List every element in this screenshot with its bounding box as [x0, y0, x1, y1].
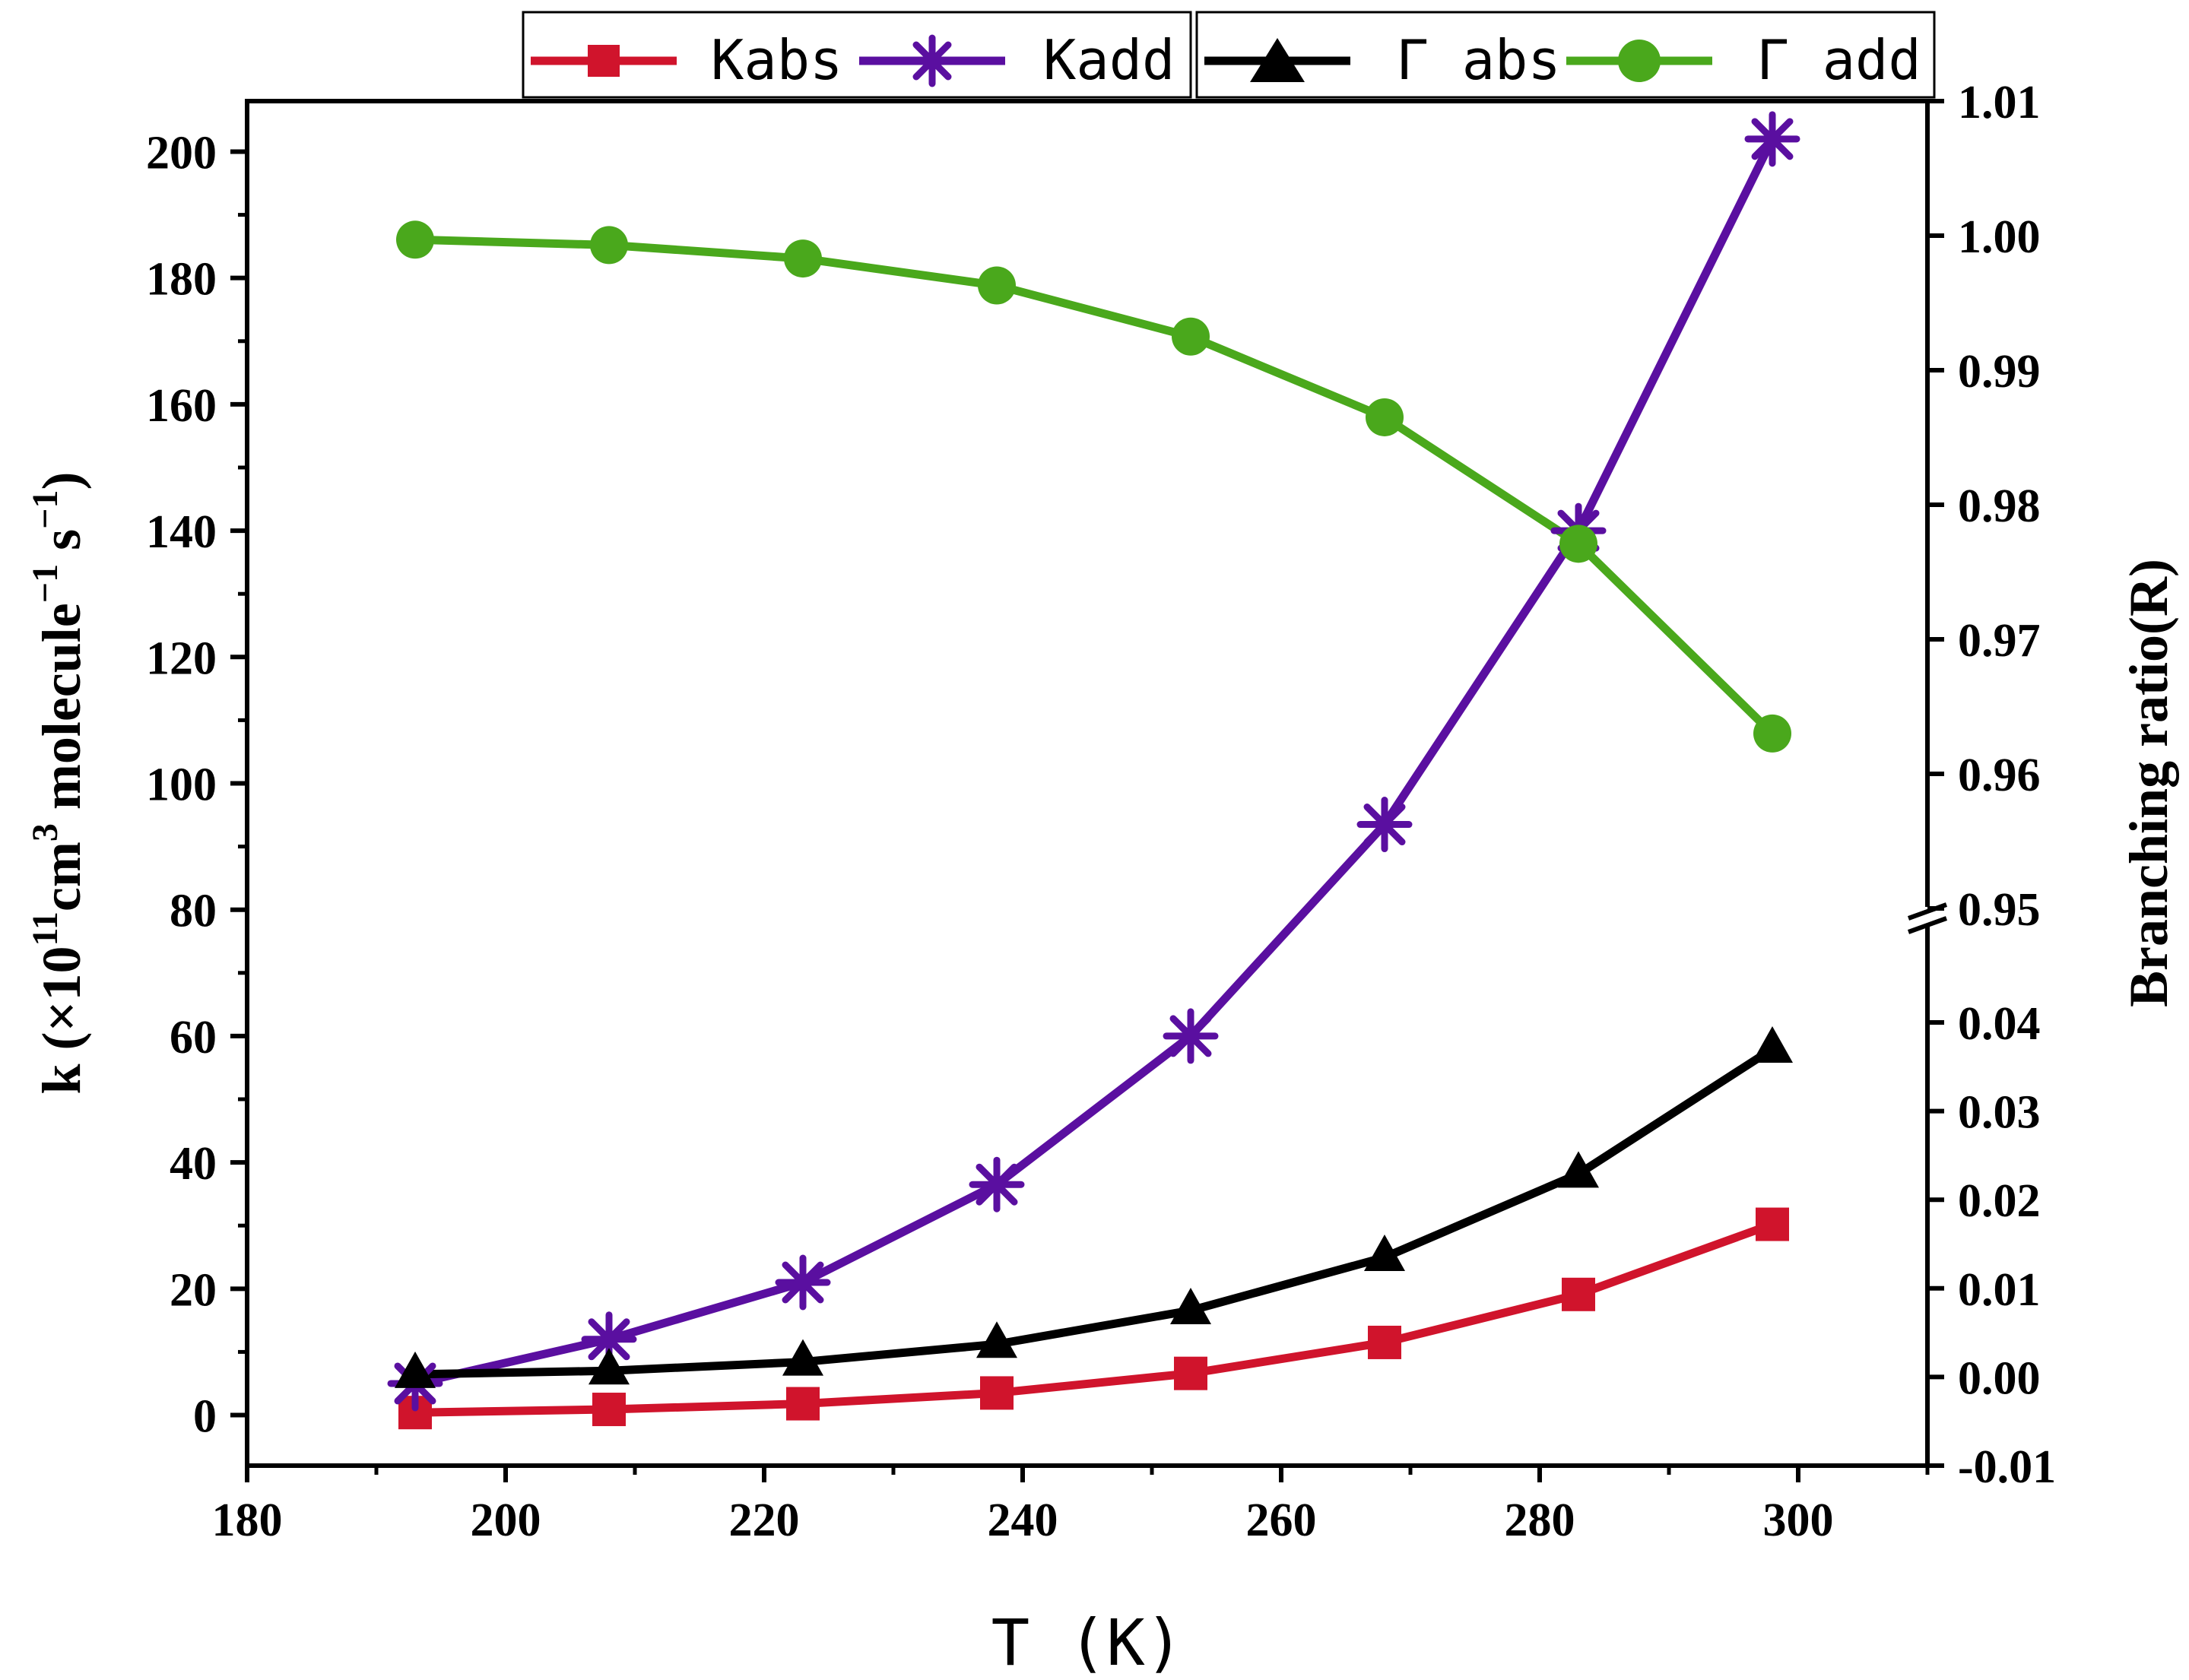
series-line-kabs: [414, 1220, 1774, 1417]
data-point-γadd-298: [1753, 714, 1791, 753]
x-tick-label: 260: [1246, 1495, 1317, 1546]
data-point-γadd-208: [590, 226, 628, 265]
y-left-tick-label: 100: [146, 759, 217, 811]
x-tick-label: 220: [729, 1495, 800, 1546]
data-point-kabs-238: [980, 1376, 1014, 1410]
data-point-γadd-223: [784, 239, 822, 278]
y-right-tick-label: 0.03: [1958, 1087, 2041, 1139]
y-right-tick-label: 0.01: [1958, 1264, 2041, 1316]
y-left-tick-label: 140: [146, 506, 217, 558]
y-right-tick-label: 0.95: [1958, 884, 2041, 936]
data-point-γabs-223: [782, 1339, 823, 1376]
legend-kabs-marker: [588, 45, 620, 77]
legend-kadd-marker: [906, 34, 959, 87]
data-point-γabs-298: [1752, 1025, 1793, 1063]
data-point-kadd-253: [1163, 1008, 1219, 1064]
y-left-tick-label: 160: [146, 380, 217, 432]
y-right-tick-label: -0.01: [1958, 1441, 2056, 1493]
y-right-tick-label: 0.02: [1958, 1175, 2041, 1227]
legend-gabs-label: Γ abs: [1396, 28, 1561, 92]
y-right-axis-ticks: 0.95 0.96 0.97 0.98 0.99 1.00 1.01 -0.01 0.00 0.0…: [1927, 77, 2056, 1493]
data-point-γadd-268: [1366, 398, 1404, 436]
x-tick-label: 200: [471, 1495, 541, 1546]
y-left-tick-label: 120: [146, 632, 217, 684]
x-axis-title: T (K): [991, 1606, 1184, 1680]
series-lines: [414, 137, 1776, 1417]
data-point-γabs-283: [1558, 1151, 1599, 1188]
data-point-γabs-268: [1364, 1234, 1405, 1271]
data-point-kadd-298: [1744, 111, 1800, 167]
y-right-tick-label: 0.96: [1958, 750, 2041, 801]
data-point-kabs-298: [1756, 1207, 1789, 1241]
data-point-kadd-268: [1356, 797, 1413, 853]
y-left-tick-label: 0: [193, 1391, 217, 1443]
data-point-kabs-253: [1174, 1356, 1207, 1390]
y-right-tick-label: 0.04: [1958, 998, 2041, 1050]
data-point-kabs-208: [592, 1393, 626, 1427]
data-point-γadd-283: [1559, 525, 1597, 563]
data-point-γabs-193: [395, 1351, 436, 1388]
data-point-γadd-238: [978, 266, 1016, 305]
x-tick-label: 280: [1505, 1495, 1575, 1546]
y-left-axis-title: k (×1011cm3 molecule−1 s−1): [25, 472, 92, 1095]
y-left-tick-label: 40: [170, 1138, 217, 1190]
data-point-kabs-223: [786, 1387, 820, 1421]
series-line-γabs: [414, 1045, 1775, 1379]
y-right-tick-label: 1.00: [1958, 211, 2041, 263]
data-point-kabs-268: [1368, 1325, 1401, 1359]
data-point-γabs-208: [588, 1348, 630, 1385]
legend-box-gamma: Γ abs Γ add: [1195, 11, 1936, 99]
x-axis-ticks: 180 200 220 240 260 280 300: [212, 1466, 1930, 1546]
legend-kadd-label: Kadd: [1043, 28, 1175, 92]
y-left-axis-ticks: 0 20 40 60 80 100 120 140 160 180 200: [146, 127, 247, 1443]
data-point-kadd-208: [581, 1311, 637, 1368]
y-right-tick-label: 1.01: [1958, 77, 2041, 128]
legend-kabs-label: Kabs: [711, 28, 842, 92]
x-tick-label: 240: [988, 1495, 1058, 1546]
data-point-γadd-253: [1172, 317, 1210, 356]
series-markers: [387, 111, 1800, 1430]
legend-box-k: Kabs Kadd: [522, 11, 1192, 99]
y-left-tick-label: 20: [170, 1264, 217, 1316]
legend-gadd-label: Γ add: [1756, 28, 1921, 92]
y-left-tick-label: 80: [170, 886, 217, 937]
y-left-tick-label: 200: [146, 127, 217, 179]
y-right-tick-label: 0.97: [1958, 615, 2041, 667]
series-line-kadd: [414, 137, 1776, 1388]
data-point-γabs-238: [976, 1321, 1017, 1358]
y-right-tick-label: 0.98: [1958, 480, 2041, 532]
y-left-tick-label: 60: [170, 1012, 217, 1063]
y-left-tick-label: 180: [146, 254, 217, 306]
y-right-axis-title: Branching ratio(R): [2118, 559, 2179, 1007]
x-tick-label: 180: [212, 1495, 283, 1546]
legend-gadd-marker: [1618, 40, 1661, 82]
y-right-tick-label: 0.99: [1958, 346, 2041, 398]
data-point-kabs-283: [1562, 1277, 1595, 1311]
y-right-tick-label: 0.00: [1958, 1352, 2041, 1404]
data-point-γadd-193: [396, 220, 434, 259]
x-tick-label: 300: [1763, 1495, 1834, 1546]
data-point-kadd-223: [775, 1254, 831, 1311]
data-point-γabs-253: [1170, 1287, 1211, 1324]
series-line-γadd: [414, 235, 1775, 737]
data-point-kadd-238: [969, 1156, 1025, 1212]
legend-gabs-marker: [1250, 38, 1305, 82]
